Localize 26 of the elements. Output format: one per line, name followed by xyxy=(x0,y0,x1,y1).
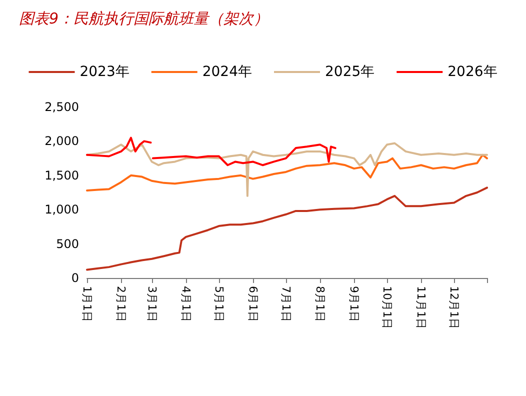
chart-title: 图表9：民航执行国际航班量（架次） xyxy=(19,10,269,28)
y-tick-label: 2,000 xyxy=(44,134,79,148)
x-tick-label: 5月1日 xyxy=(212,286,226,322)
legend-label: 2026年 xyxy=(448,64,498,80)
x-tick-label: 9月1日 xyxy=(348,286,361,322)
legend-label: 2025年 xyxy=(325,64,375,80)
y-tick-label: 2,500 xyxy=(44,100,79,114)
x-tick-label: 2月1日 xyxy=(114,286,128,322)
x-tick-label: 3月1日 xyxy=(145,286,158,322)
x-tick-label: 4月1日 xyxy=(179,286,192,322)
y-tick-label: 500 xyxy=(56,236,79,251)
x-tick-label: 1月1日 xyxy=(80,286,94,322)
x-tick-label: 12月1日 xyxy=(448,286,461,329)
y-tick-label: 1,000 xyxy=(44,202,79,217)
x-tick-label: 6月1日 xyxy=(246,286,260,322)
y-tick-label: 0 xyxy=(71,271,79,285)
line-series xyxy=(86,154,488,192)
line-series xyxy=(86,142,488,197)
y-tick-label: 1,500 xyxy=(44,168,79,182)
x-tick-label: 8月1日 xyxy=(313,286,326,322)
legend-label: 2024年 xyxy=(202,64,252,80)
x-tick-label: 7月1日 xyxy=(279,286,292,322)
line-series xyxy=(86,186,488,271)
x-tick-label: 10月1日 xyxy=(380,286,394,329)
legend-label: 2023年 xyxy=(80,64,130,80)
x-tick-label: 11月1日 xyxy=(414,286,428,329)
